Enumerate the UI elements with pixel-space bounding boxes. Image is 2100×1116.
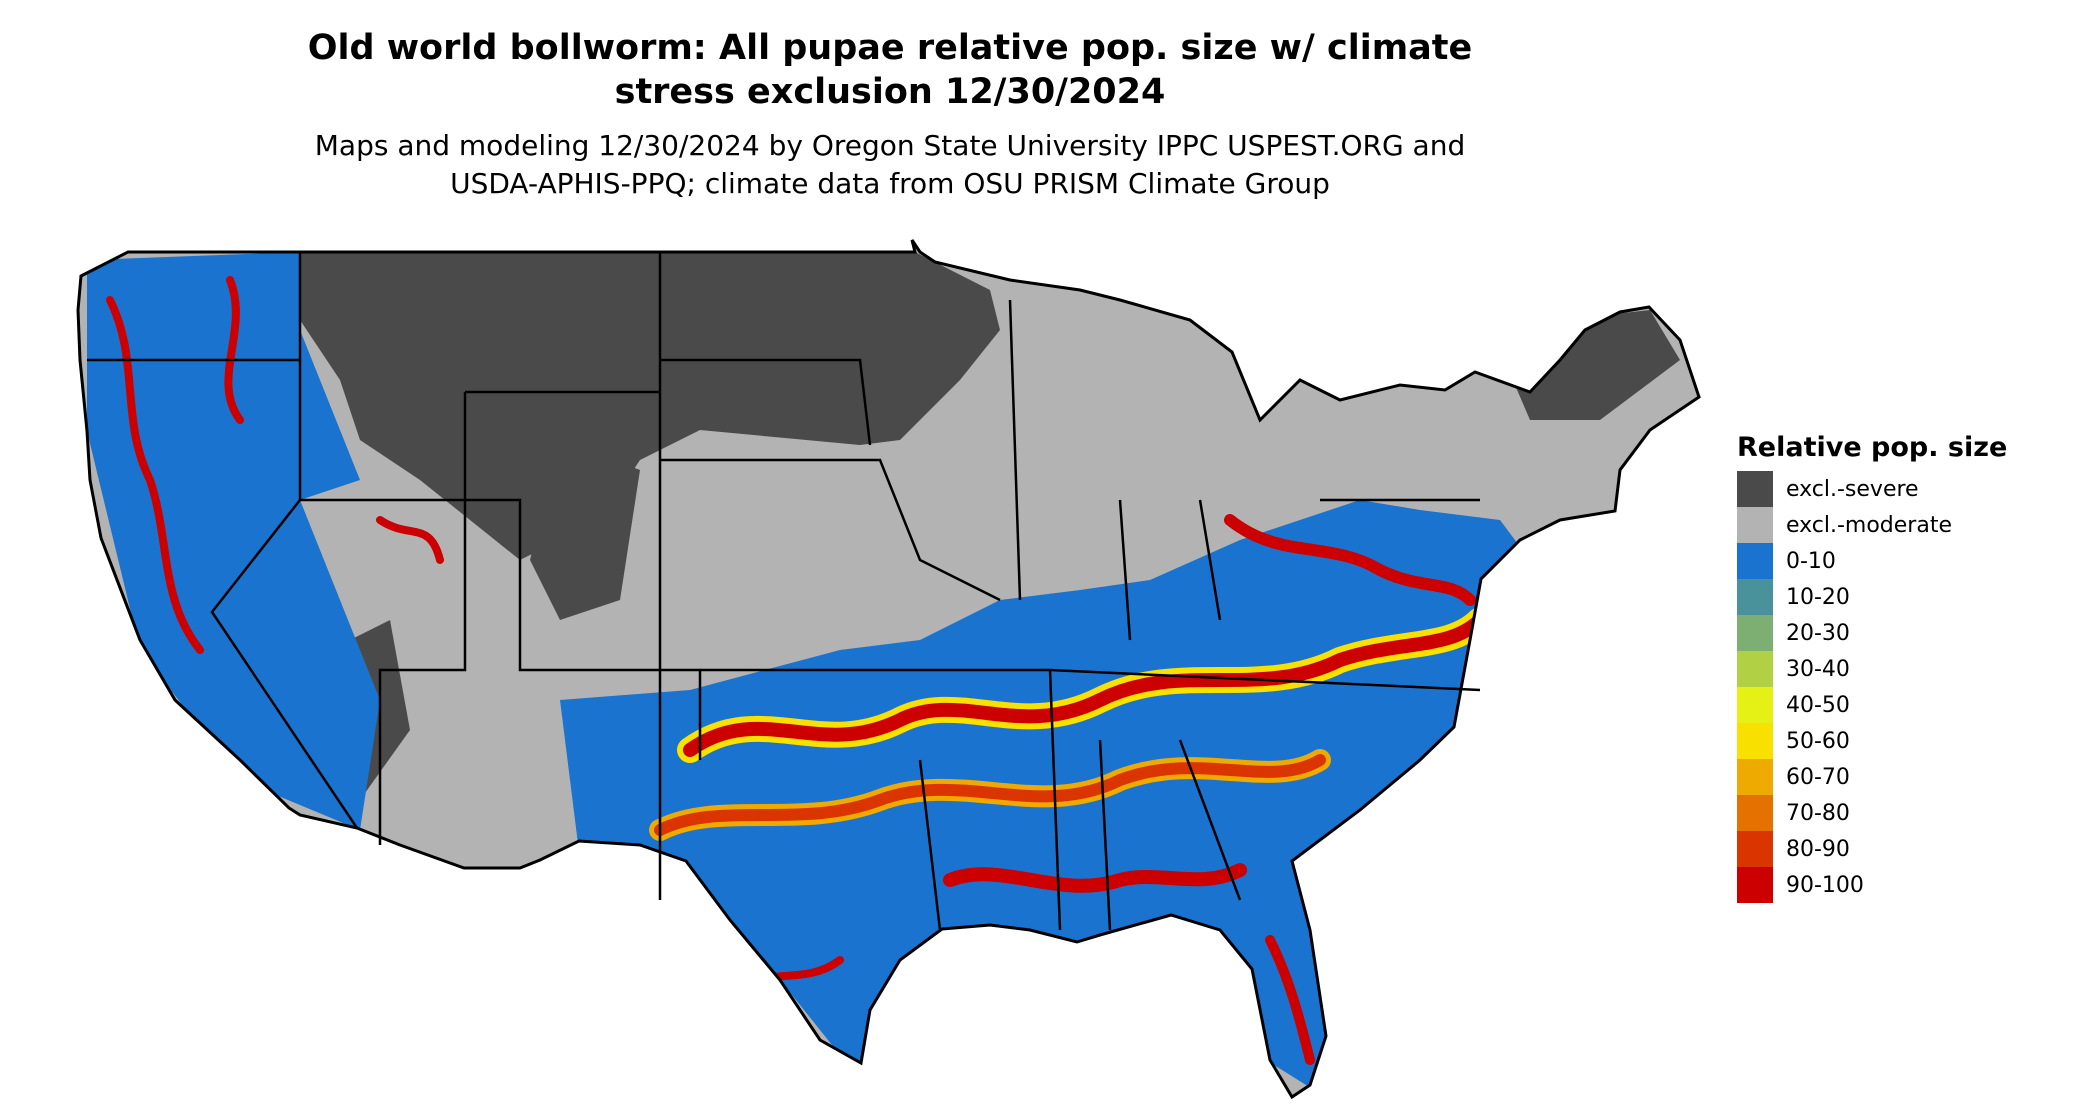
legend-swatch <box>1737 579 1773 615</box>
legend-swatch <box>1737 615 1773 651</box>
legend-item: 90-100 <box>1737 867 2007 903</box>
title-line-2: stress exclusion 12/30/2024 <box>614 72 1166 112</box>
legend-label: excl.-severe <box>1786 476 1919 502</box>
legend-label: 50-60 <box>1786 728 1850 754</box>
legend-swatch <box>1737 867 1773 903</box>
legend-swatch <box>1737 543 1773 579</box>
legend-swatch <box>1737 471 1773 507</box>
map-subtitle: Maps and modeling 12/30/2024 by Oregon S… <box>190 127 1590 203</box>
legend-label: 20-30 <box>1786 620 1850 646</box>
legend-label: 70-80 <box>1786 800 1850 826</box>
legend: Relative pop. size excl.-severe excl.-mod… <box>1737 432 2007 903</box>
legend-item: 50-60 <box>1737 723 2007 759</box>
legend-item: 60-70 <box>1737 759 2007 795</box>
legend-label: 90-100 <box>1786 872 1864 898</box>
legend-label: 80-90 <box>1786 836 1850 862</box>
legend-label: excl.-moderate <box>1786 512 1952 538</box>
legend-swatch <box>1737 759 1773 795</box>
legend-swatch <box>1737 831 1773 867</box>
legend-item: excl.-severe <box>1737 471 2007 507</box>
range-0-10-region <box>87 252 380 830</box>
legend-item: excl.-moderate <box>1737 507 2007 543</box>
legend-item: 70-80 <box>1737 795 2007 831</box>
legend-title: Relative pop. size <box>1737 432 2008 463</box>
legend-swatch <box>1737 687 1773 723</box>
high-pop-streaks <box>106 276 1493 1065</box>
legend-label: 60-70 <box>1786 764 1850 790</box>
legend-item: 30-40 <box>1737 651 2007 687</box>
legend-swatch <box>1737 795 1773 831</box>
legend-label: 30-40 <box>1786 656 1850 682</box>
excl-severe-region <box>300 252 1000 560</box>
legend-swatch <box>1737 651 1773 687</box>
legend-item: 10-20 <box>1737 579 2007 615</box>
legend-item: 0-10 <box>1737 543 2007 579</box>
map-title: Old world bollworm: All pupae relative p… <box>190 26 1590 114</box>
state-borders <box>87 252 1481 931</box>
excl-severe-region <box>530 440 640 620</box>
legend-swatch <box>1737 507 1773 543</box>
title-line-1: Old world bollworm: All pupae relative p… <box>307 28 1473 68</box>
map-raster <box>78 240 1699 1097</box>
legend-label: 0-10 <box>1786 548 1836 574</box>
subtitle-line-2: USDA-APHIS-PPQ; climate data from OSU PR… <box>450 167 1330 200</box>
legend-item: 20-30 <box>1737 615 2007 651</box>
legend-item: 80-90 <box>1737 831 2007 867</box>
legend-item: 40-50 <box>1737 687 2007 723</box>
legend-label: 10-20 <box>1786 584 1850 610</box>
legend-swatch <box>1737 723 1773 759</box>
subtitle-line-1: Maps and modeling 12/30/2024 by Oregon S… <box>314 129 1466 162</box>
legend-label: 40-50 <box>1786 692 1850 718</box>
